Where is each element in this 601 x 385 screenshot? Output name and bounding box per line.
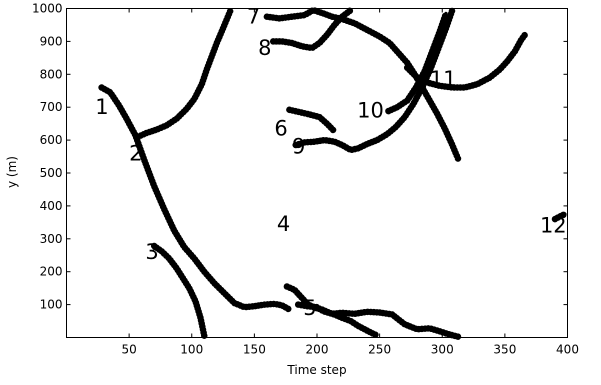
- plot-frame: [66, 8, 568, 338]
- y-axis-label: y (m): [5, 156, 19, 188]
- track-7: [263, 6, 462, 164]
- track-8: [269, 6, 355, 52]
- track-9-markers: [292, 6, 456, 154]
- track-label-11: 11: [430, 67, 457, 91]
- track-label-10: 10: [357, 98, 384, 122]
- y-tick-label: 300: [40, 232, 63, 246]
- track-label-3: 3: [145, 240, 158, 264]
- track-label-6: 6: [274, 117, 287, 141]
- track-label-4: 4: [277, 212, 290, 236]
- track-5-markers: [294, 301, 462, 341]
- track-2-line: [136, 8, 233, 139]
- track-9: [292, 6, 456, 154]
- x-tick-label: 100: [180, 343, 203, 357]
- x-tick-label: 250: [368, 343, 391, 357]
- x-tick-label: 350: [493, 343, 516, 357]
- track-2: [134, 6, 234, 141]
- y-tick-label: 700: [40, 100, 63, 114]
- x-tick-label: 200: [306, 343, 329, 357]
- x-tick-label: 50: [121, 343, 136, 357]
- y-tick-label: 200: [40, 265, 63, 279]
- track-12-markers: [551, 210, 569, 223]
- y-tick-label: 400: [40, 199, 63, 213]
- track-8-markers: [269, 6, 355, 52]
- y-tick-label: 600: [40, 133, 63, 147]
- track-12: [551, 210, 569, 223]
- track-2-markers: [134, 6, 234, 141]
- track-3-markers: [150, 242, 208, 340]
- y-axis: 100 200 300 400 500 600 700 800 900 1000: [32, 2, 568, 312]
- y-tick-label: 800: [40, 67, 63, 81]
- track-1: [98, 84, 293, 313]
- y-tick-label: 1000: [32, 2, 63, 16]
- track-label-5: 5: [303, 296, 316, 320]
- track-11-markers: [403, 31, 529, 91]
- track-label-8: 8: [258, 36, 271, 60]
- track-label-1: 1: [95, 95, 108, 119]
- track-1-markers: [98, 84, 293, 313]
- x-tick-label: 400: [556, 343, 579, 357]
- track-11: [403, 31, 529, 91]
- track-label-9: 9: [292, 135, 305, 159]
- y-tick-label: 500: [40, 166, 63, 180]
- track-6-markers: [286, 106, 337, 134]
- y-tick-label: 900: [40, 34, 63, 48]
- track-label-7: 7: [247, 5, 260, 29]
- x-tick-label: 300: [431, 343, 454, 357]
- track-label-12: 12: [540, 214, 567, 238]
- tracks-group: [98, 6, 569, 341]
- track-3: [150, 242, 208, 340]
- track-7-markers: [263, 6, 462, 164]
- x-axis-label: Time step: [286, 363, 346, 377]
- y-tick-label: 100: [40, 298, 63, 312]
- track-6: [286, 106, 337, 134]
- x-tick-label: 150: [243, 343, 266, 357]
- track-label-2: 2: [129, 141, 142, 165]
- track-5: [294, 301, 462, 341]
- x-axis: 50 100 150 200 250 300 350 400: [121, 8, 579, 357]
